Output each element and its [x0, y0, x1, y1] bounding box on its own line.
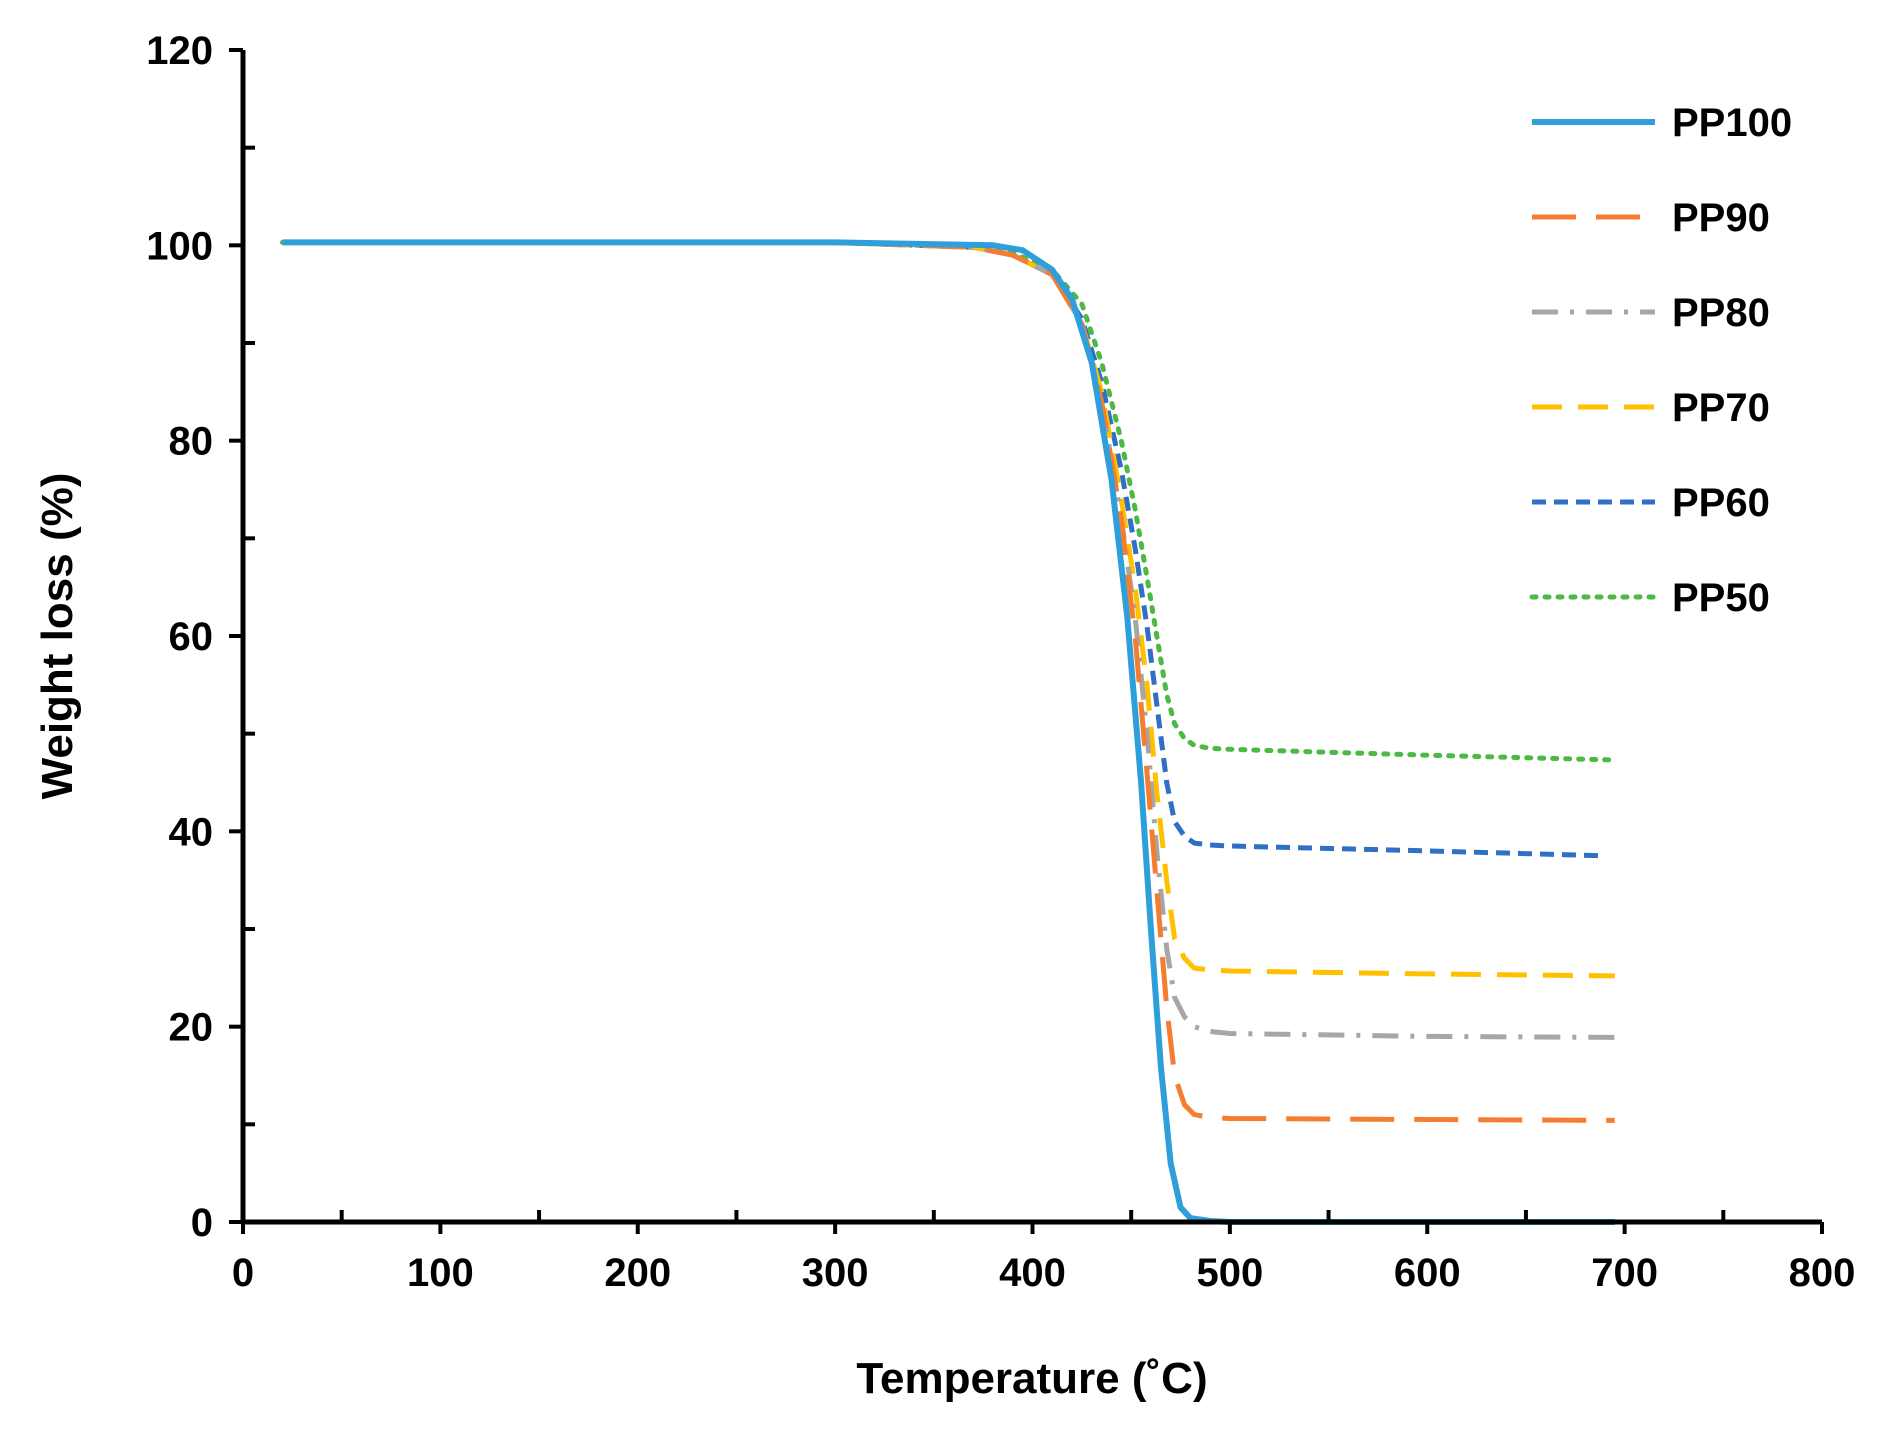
series-layer [280, 239, 1618, 1225]
x-tick-label: 300 [802, 1251, 869, 1295]
y-tick-label: 120 [146, 29, 213, 73]
legend: PP100 PP90 PP80 PP70 PP60 PP50 [1529, 101, 1792, 620]
x-tick-label: 0 [232, 1251, 254, 1295]
x-tick-label: 800 [1789, 1251, 1856, 1295]
x-tick-label: 500 [1197, 1251, 1264, 1295]
legend-label-pp80: PP80 [1672, 291, 1770, 335]
legend-label-pp60: PP60 [1672, 481, 1770, 525]
y-tick-label: 100 [146, 224, 213, 268]
y-tick-label: 40 [169, 810, 214, 854]
y-tick-label: 80 [169, 420, 214, 464]
legend-label-pp50: PP50 [1672, 576, 1770, 620]
x-tick-label: 700 [1591, 1251, 1658, 1295]
x-axis-title: Temperature (˚C) [856, 1354, 1207, 1403]
legend-label-pp100: PP100 [1672, 101, 1792, 145]
legend-label-pp70: PP70 [1672, 386, 1770, 430]
legend-label-pp90: PP90 [1672, 196, 1770, 240]
y-axis-title: Weight loss (%) [33, 473, 82, 800]
y-tick-label: 0 [191, 1201, 213, 1245]
x-tick-label: 400 [999, 1251, 1066, 1295]
y-tick-label: 20 [169, 1006, 214, 1050]
x-tick-label: 100 [407, 1251, 474, 1295]
x-tick-label: 200 [604, 1251, 671, 1295]
y-tick-label: 60 [169, 615, 214, 659]
x-tick-label: 600 [1394, 1251, 1461, 1295]
ticks-layer: 0 100 200 300 400 500 600 700 800 0 20 40 60 80 100 120 [146, 29, 1855, 1295]
